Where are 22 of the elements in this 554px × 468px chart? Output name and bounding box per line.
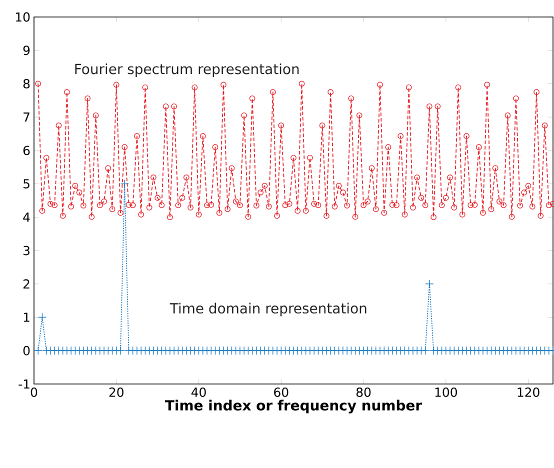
y-tick-label: 9 bbox=[23, 46, 30, 56]
y-tick-label: 5 bbox=[24, 179, 30, 188]
y-tick-label: 6 bbox=[23, 146, 30, 156]
y-tick-label: -1 bbox=[18, 379, 30, 389]
x-tick-label: 120 bbox=[518, 388, 540, 397]
y-tick-label: 0 bbox=[23, 346, 30, 356]
x-axis-title: Time index or frequency number bbox=[165, 400, 422, 414]
y-tick-label: 2 bbox=[23, 279, 30, 289]
y-tick-label: 7 bbox=[24, 112, 30, 122]
y-tick-label: 3 bbox=[24, 246, 30, 256]
x-tick-label: 60 bbox=[274, 388, 288, 397]
y-tick-label: 10 bbox=[16, 12, 30, 22]
y-tick-label: 1 bbox=[24, 312, 30, 322]
annotation: Time domain representation bbox=[170, 302, 366, 316]
x-tick-label: 0 bbox=[30, 388, 38, 397]
y-tick-label: 8 bbox=[23, 79, 30, 88]
x-tick-label: 100 bbox=[435, 388, 457, 397]
annotation: Fourier spectrum representation bbox=[75, 63, 299, 77]
x-tick-label: 80 bbox=[356, 388, 371, 397]
y-tick-label: 4 bbox=[23, 212, 30, 222]
x-tick-label: 40 bbox=[191, 388, 206, 397]
x-tick-label: 20 bbox=[109, 388, 124, 397]
